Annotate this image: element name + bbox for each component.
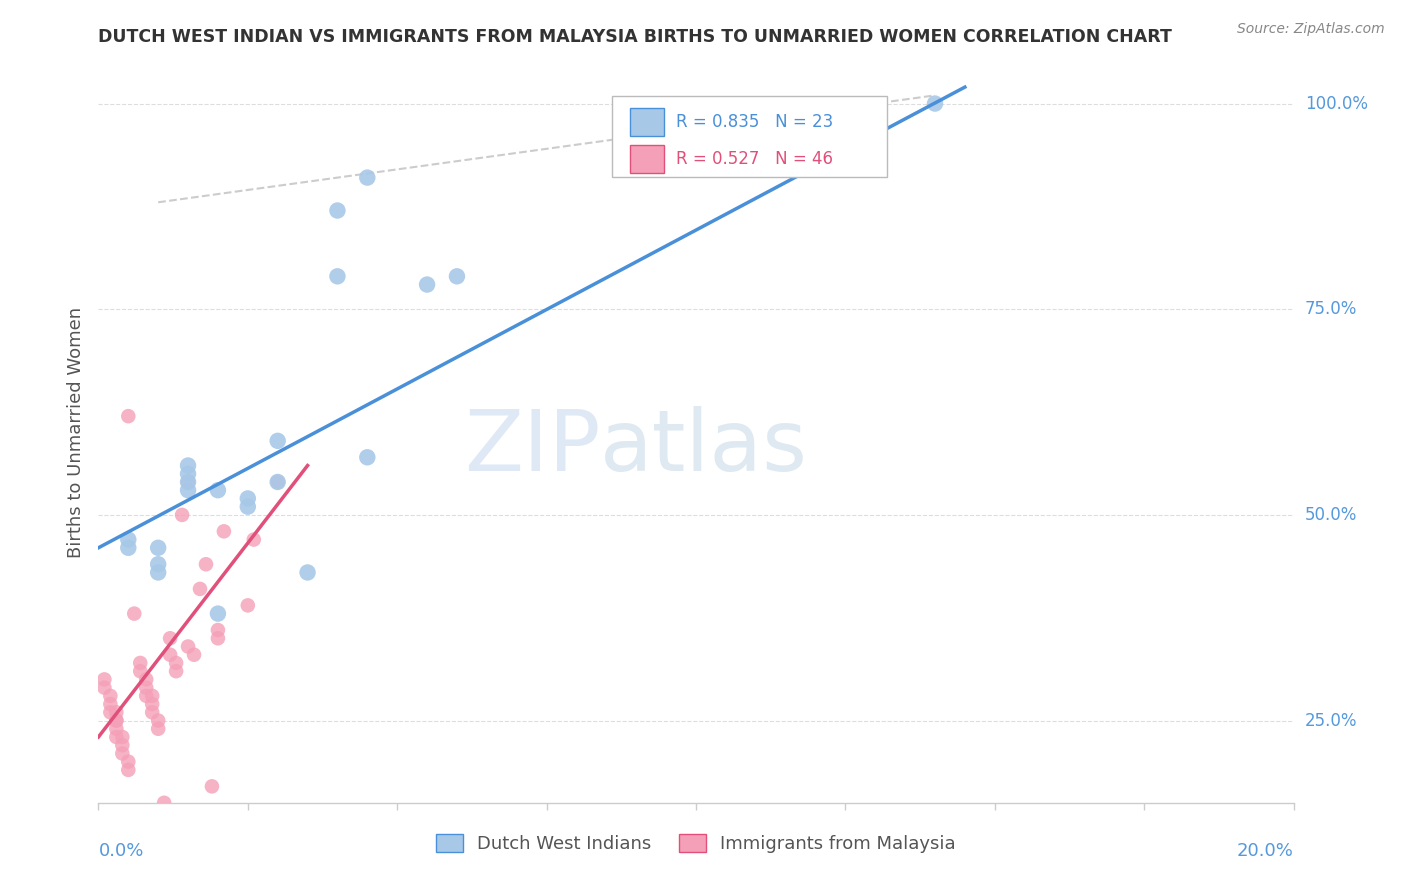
Text: R = 0.835   N = 23: R = 0.835 N = 23 <box>676 113 832 131</box>
Text: 50.0%: 50.0% <box>1305 506 1357 524</box>
Point <box>111 730 134 744</box>
Point <box>207 623 229 637</box>
Point <box>153 796 176 810</box>
Point <box>207 607 229 621</box>
Point <box>117 763 139 777</box>
Point <box>98 689 122 703</box>
Point <box>177 640 200 654</box>
Point <box>111 738 134 752</box>
Point <box>148 558 170 572</box>
Point <box>195 558 218 572</box>
Point <box>129 664 152 678</box>
Point <box>93 681 115 695</box>
Point <box>98 706 122 720</box>
Point <box>356 450 378 465</box>
Point <box>165 664 187 678</box>
Point <box>188 582 211 596</box>
Point <box>201 780 224 794</box>
Point <box>326 203 349 218</box>
Point <box>356 170 378 185</box>
Bar <box>630 145 664 173</box>
Point <box>124 607 146 621</box>
Point <box>267 434 290 448</box>
Text: Source: ZipAtlas.com: Source: ZipAtlas.com <box>1237 22 1385 37</box>
Point <box>177 467 200 481</box>
Point <box>105 706 128 720</box>
Text: 75.0%: 75.0% <box>1305 301 1357 318</box>
Text: ZIP: ZIP <box>464 406 600 489</box>
Point <box>159 648 181 662</box>
FancyBboxPatch shape <box>613 95 887 178</box>
Point <box>148 566 170 580</box>
Point <box>177 458 200 473</box>
Point <box>183 648 205 662</box>
Y-axis label: Births to Unmarried Women: Births to Unmarried Women <box>66 307 84 558</box>
Point <box>267 475 290 489</box>
Point <box>177 475 200 489</box>
Bar <box>630 108 664 136</box>
Point <box>141 697 163 711</box>
Point <box>212 524 235 539</box>
Point <box>105 722 128 736</box>
Point <box>93 673 115 687</box>
Point <box>924 96 946 111</box>
Point <box>111 747 134 761</box>
Point <box>159 632 181 646</box>
Point <box>172 508 194 522</box>
Point <box>236 599 259 613</box>
Text: DUTCH WEST INDIAN VS IMMIGRANTS FROM MALAYSIA BIRTHS TO UNMARRIED WOMEN CORRELAT: DUTCH WEST INDIAN VS IMMIGRANTS FROM MAL… <box>98 28 1173 45</box>
Point <box>177 483 200 498</box>
Point <box>148 722 170 736</box>
Point <box>135 673 157 687</box>
Point <box>105 714 128 728</box>
Text: 20.0%: 20.0% <box>1237 842 1294 860</box>
Point <box>416 277 439 292</box>
Text: 100.0%: 100.0% <box>1305 95 1368 112</box>
Text: 25.0%: 25.0% <box>1305 712 1357 730</box>
Point <box>129 656 152 670</box>
Text: atlas: atlas <box>600 406 808 489</box>
Point <box>446 269 468 284</box>
Point <box>297 566 319 580</box>
Point <box>236 500 259 514</box>
Point <box>105 730 128 744</box>
Point <box>207 483 229 498</box>
Point <box>141 689 163 703</box>
Point <box>117 409 139 424</box>
Point <box>135 689 157 703</box>
Point <box>98 697 122 711</box>
Point <box>105 714 128 728</box>
Point <box>148 714 170 728</box>
Point <box>148 541 170 555</box>
Point <box>117 533 139 547</box>
Point <box>267 475 290 489</box>
Point <box>135 681 157 695</box>
Point <box>236 491 259 506</box>
Point <box>177 475 200 489</box>
Point <box>165 656 187 670</box>
Point <box>117 541 139 555</box>
Point <box>117 755 139 769</box>
Point <box>141 706 163 720</box>
Point <box>243 533 266 547</box>
Text: 0.0%: 0.0% <box>98 842 143 860</box>
Legend: Dutch West Indians, Immigrants from Malaysia: Dutch West Indians, Immigrants from Mala… <box>429 827 963 861</box>
Point <box>207 632 229 646</box>
Text: R = 0.527   N = 46: R = 0.527 N = 46 <box>676 151 832 169</box>
Point <box>326 269 349 284</box>
Point <box>225 854 247 868</box>
